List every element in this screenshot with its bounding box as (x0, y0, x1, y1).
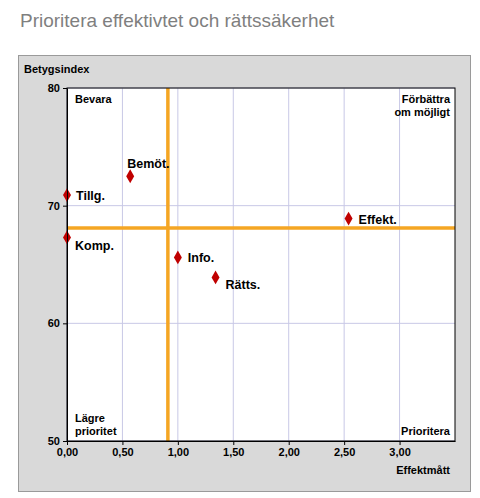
quadrant-label: Prioritera (401, 425, 451, 437)
plot-area (67, 88, 455, 441)
tick-label: 0,50 (112, 446, 133, 458)
x-tick: 1,50 (223, 441, 244, 458)
tick-label: 0,00 (57, 446, 78, 458)
x-tick: 2,50 (334, 441, 355, 458)
x-axis: 0,00 0,50 1,00 1,50 2,00 2,50 3,00 (57, 441, 456, 458)
tick-label: 50 (48, 435, 60, 447)
grid-line-x (122, 88, 123, 441)
point (212, 271, 220, 285)
point-label: Bemöt. (127, 157, 169, 171)
grid-line-y (67, 205, 455, 206)
y-tick: 60 (48, 317, 67, 329)
grid-line-x (177, 88, 178, 441)
y-axis-title: Betygsindex (24, 63, 90, 75)
tick-mark (63, 323, 67, 324)
tick-mark (233, 441, 234, 445)
tick-mark (63, 206, 67, 207)
tick-mark (122, 441, 123, 445)
grid (67, 88, 455, 441)
tick-label: 1,00 (168, 446, 189, 458)
y-axis: 50 60 70 80 (48, 82, 68, 447)
tick-label: 2,50 (334, 446, 355, 458)
point-label: Komp. (75, 239, 114, 253)
point-labels: Tillg. Bemöt. Komp. Info. Rätts. Effekt. (75, 157, 397, 292)
axis-line (67, 89, 68, 442)
tick-label: 60 (48, 317, 60, 329)
tick-mark (344, 441, 345, 445)
x-tick: 1,00 (168, 441, 189, 458)
x-tick: 0,00 (57, 441, 78, 458)
chart: Prioritera effektivtet och rättssäkerhet… (0, 0, 480, 498)
point (174, 251, 182, 265)
tick-mark (400, 441, 401, 445)
quadrant-label: Lägre (75, 412, 105, 424)
grid-line-x (288, 88, 289, 441)
quadrant-label: om möjligt (394, 106, 450, 118)
tick-mark (178, 441, 179, 445)
x-tick: 0,50 (112, 441, 133, 458)
x-tick: 2,00 (279, 441, 300, 458)
grid-line-y (67, 323, 455, 324)
point-label: Rätts. (226, 278, 261, 292)
panel (19, 56, 471, 492)
grid-line-x (344, 88, 345, 441)
quadrant-label: prioritet (75, 425, 117, 437)
point-label: Effekt. (359, 213, 397, 227)
tick-label: 2,00 (279, 446, 300, 458)
tick-mark (63, 88, 67, 89)
y-tick: 50 (48, 435, 67, 447)
x-axis-title: Effektmått (396, 464, 450, 476)
axis-line (68, 441, 456, 442)
grid-line-x (399, 88, 400, 441)
points (63, 169, 353, 284)
tick-mark (67, 441, 68, 445)
quadrant-label: Bevara (75, 93, 113, 105)
point-label: Info. (188, 251, 214, 265)
point (345, 212, 353, 226)
y-tick: 80 (48, 82, 67, 94)
quadrant-label: Förbättra (402, 93, 451, 105)
tick-label: 80 (48, 82, 60, 94)
tick-label: 3,00 (389, 446, 410, 458)
reference-line-y (67, 226, 455, 230)
reference-lines (67, 88, 455, 441)
y-tick: 70 (48, 200, 67, 212)
plot-frame (67, 88, 455, 441)
tick-mark (289, 441, 290, 445)
tick-label: 70 (48, 200, 60, 212)
point-label: Tillg. (76, 189, 105, 203)
tick-mark (63, 441, 67, 442)
x-tick: 3,00 (389, 441, 410, 458)
grid-line-x (233, 88, 234, 441)
tick-label: 1,50 (223, 446, 244, 458)
point (126, 169, 134, 183)
reference-line-x (166, 88, 170, 441)
title: Prioritera effektivtet och rättssäkerhet (20, 10, 335, 31)
quadrant-labels: Bevara Förbättraom möjligt Lägreprioritet P… (75, 93, 451, 437)
